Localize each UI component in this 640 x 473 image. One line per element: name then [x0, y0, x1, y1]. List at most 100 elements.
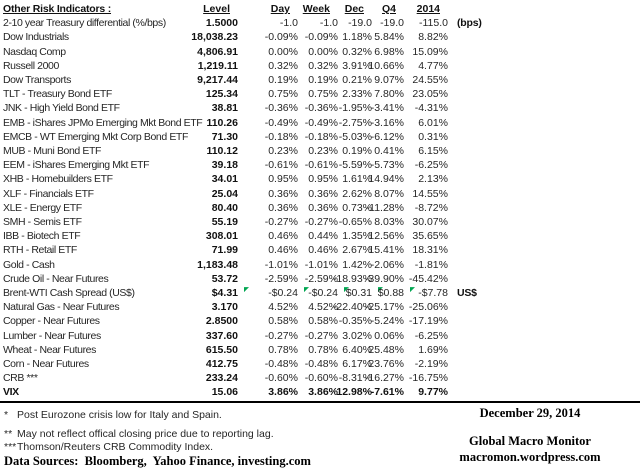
- cell-note: [448, 101, 511, 115]
- cell-week: 0.95%: [308, 173, 338, 186]
- cell-name: JNK - High Yield Bond ETF: [3, 102, 120, 115]
- cell-dec: 1.18%: [342, 31, 372, 44]
- cell-q4: 0.06%: [374, 329, 404, 342]
- cell-name: XLE - Energy ETF: [3, 201, 82, 214]
- cell-name: Lumber - Near Futures: [3, 329, 101, 342]
- cell-dec: $0.31: [344, 287, 372, 300]
- cell-q4: -16.27%: [364, 372, 404, 385]
- table-row: Wheat - Near Futures 615.50 0.78% 0.78% 6.40…: [3, 343, 511, 357]
- cell-week: -0.27%: [304, 329, 338, 342]
- cell-note: [448, 73, 511, 87]
- cell-week: -2.59%: [304, 272, 338, 285]
- cell-q4: 5.84%: [374, 31, 404, 44]
- cell-name: Natural Gas - Near Futures: [3, 301, 120, 314]
- cell-level: 71.99: [211, 244, 238, 257]
- cell-note: [448, 187, 511, 201]
- cell-note: [448, 116, 511, 130]
- cell-week: 0.23%: [308, 145, 338, 158]
- cell-level: 110.12: [206, 145, 238, 158]
- cell-level: 1.5000: [205, 17, 238, 30]
- cell-week: -0.48%: [304, 358, 338, 371]
- footnote-3-mark: ***: [4, 441, 17, 453]
- cell-week: 0.36%: [308, 201, 338, 214]
- cell-week: -1.0: [319, 17, 338, 30]
- cell-2014: 14.55%: [412, 187, 448, 200]
- cell-note: [448, 215, 511, 229]
- table-row: Russell 2000 1,219.11 0.32% 0.32% 3.91% 10.66…: [3, 59, 511, 73]
- cell-day: 0.32%: [268, 59, 298, 72]
- cell-level: 1,219.11: [197, 59, 238, 72]
- cell-2014: -8.72%: [414, 201, 448, 214]
- cell-dec: 6.40%: [342, 343, 372, 356]
- cell-name: Nasdaq Comp: [3, 45, 66, 58]
- cell-level: 3.170: [211, 301, 238, 314]
- cell-q4: -5.24%: [370, 315, 404, 328]
- cell-level: 412.75: [205, 358, 238, 371]
- cell-level: 308.01: [205, 230, 238, 243]
- cell-day: -0.27%: [264, 216, 298, 229]
- cell-note: (bps): [457, 17, 482, 30]
- comment-marker-icon: [410, 287, 415, 293]
- cell-week: 0.44%: [308, 230, 338, 243]
- cell-day: -0.27%: [264, 329, 298, 342]
- cell-q4: -3.16%: [370, 116, 404, 129]
- table-row: XLE - Energy ETF 80.40 0.36% 0.36% 0.73% -11.…: [3, 201, 511, 215]
- cell-2014: 4.77%: [418, 59, 448, 72]
- cell-q4: 15.41%: [368, 244, 404, 257]
- cell-note: [448, 158, 511, 172]
- cell-week: -0.18%: [304, 130, 338, 143]
- cell-dec: -1.95%: [338, 102, 372, 115]
- cell-name: EEM - iShares Emerging Mkt ETF: [3, 159, 150, 172]
- cell-name: EMCB - WT Emerging Mkt Corp Bond ETF: [3, 130, 188, 143]
- data-sources: Data Sources: Bloomberg, Yahoo Finance, …: [4, 454, 311, 468]
- cell-dec: 6.17%: [342, 358, 372, 371]
- table-row: RTH - Retail ETF 71.99 0.46% 0.46% 2.67% 15.4…: [3, 243, 511, 257]
- cell-q4: -7.61%: [370, 386, 404, 399]
- cell-dec: -0.65%: [338, 216, 372, 229]
- table-row: Brent-WTI Cash Spread (US$) $4.31 -$0.24 -$…: [3, 286, 511, 300]
- cell-dec: -5.59%: [338, 159, 372, 172]
- footnote-2-mark: **: [4, 428, 13, 440]
- cell-day: 0.36%: [268, 187, 298, 200]
- cell-name: Dow Transports: [3, 74, 71, 87]
- cell-note: [448, 258, 511, 272]
- cell-day: -0.09%: [264, 31, 298, 44]
- cell-week: 0.78%: [308, 343, 338, 356]
- cell-level: 615.50: [205, 343, 238, 356]
- cell-name: Russell 2000: [3, 59, 59, 72]
- cell-dec: -18.93%: [332, 272, 372, 285]
- cell-week: 0.46%: [308, 244, 338, 257]
- table-body: 2-10 year Treasury differential (%/bps) 1…: [3, 16, 511, 399]
- cell-level: 38.81: [211, 102, 238, 115]
- table-title-text: Other Risk Indicators :: [3, 3, 112, 15]
- cell-week: -0.49%: [304, 116, 338, 129]
- column-header-week: Week: [302, 3, 330, 15]
- cell-note: [448, 314, 511, 328]
- cell-note: US$: [457, 287, 477, 300]
- table-title: Other Risk Indicators :: [3, 2, 183, 16]
- cell-name: XLF - Financials ETF: [3, 187, 94, 200]
- table-row: Lumber - Near Futures 337.60 -0.27% -0.27% 3…: [3, 329, 511, 343]
- column-header-q4: Q4: [381, 3, 396, 15]
- cell-note: [448, 385, 511, 399]
- cell-dec: 1.35%: [342, 230, 372, 243]
- comment-marker-icon: [344, 287, 349, 293]
- footnote-2-text: May not reflect offical closing price du…: [17, 428, 274, 440]
- cell-2014: 8.82%: [418, 31, 448, 44]
- cell-note: [448, 59, 511, 73]
- cell-day: -1.01%: [264, 258, 298, 271]
- cell-level: 2.8500: [205, 315, 238, 328]
- cell-q4: 6.98%: [374, 45, 404, 58]
- table-row: JNK - High Yield Bond ETF 38.81 -0.36% -0.3…: [3, 101, 511, 115]
- comment-marker-icon: [378, 287, 383, 293]
- cell-day: 0.19%: [268, 74, 298, 87]
- cell-q4: 25.48%: [368, 343, 404, 356]
- cell-name: Brent-WTI Cash Spread (US$): [3, 287, 135, 300]
- cell-day: 0.36%: [268, 201, 298, 214]
- cell-note: [448, 357, 511, 371]
- cell-q4: -6.12%: [370, 130, 404, 143]
- cell-2014: -6.25%: [414, 329, 448, 342]
- cell-level: 1,183.48: [197, 258, 238, 271]
- cell-2014: 23.05%: [412, 88, 448, 101]
